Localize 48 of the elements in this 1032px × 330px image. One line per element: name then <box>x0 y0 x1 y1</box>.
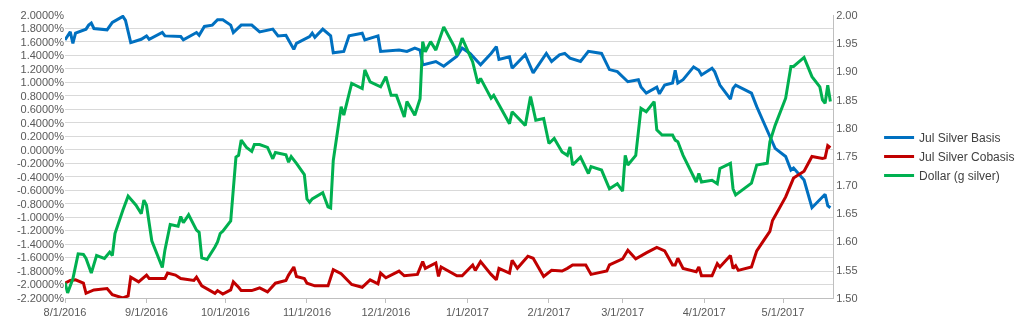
y2-tick-label: 1.90 <box>836 65 858 78</box>
y2-tick-label: 1.65 <box>836 206 858 219</box>
y-tick-label: -0.2000% <box>16 157 65 170</box>
y2-tick-label: 1.95 <box>836 37 858 50</box>
y2-tick-label: 2.00 <box>836 8 858 21</box>
y-tick-label: 1.4000% <box>20 49 65 62</box>
y-tick-label: 0.2000% <box>20 130 65 143</box>
y2-tick-label: 1.70 <box>836 178 858 191</box>
y-tick-label: -1.0000% <box>16 210 65 223</box>
y-tick-label: -1.6000% <box>16 251 65 264</box>
x-tick-label: 5/1/2017 <box>761 306 805 319</box>
x-tick-label: 2/1/2017 <box>527 306 571 319</box>
y-tick-label: -0.6000% <box>16 184 65 197</box>
y-tick-label: -1.8000% <box>16 264 65 277</box>
y-tick-label: 0.6000% <box>20 103 65 116</box>
x-tick-label: 8/1/2016 <box>43 306 87 319</box>
y2-tick-label: 1.75 <box>836 150 858 163</box>
y-tick-label: 1.0000% <box>20 76 65 89</box>
line-series <box>65 25 832 295</box>
y2-tick-label: 1.85 <box>836 93 858 106</box>
line-series <box>65 15 832 210</box>
y-tick-label: 0.4000% <box>20 116 65 129</box>
y-tick-label: 1.8000% <box>20 22 65 35</box>
x-tick-label: 12/1/2016 <box>361 306 411 319</box>
y2-tick-label: 1.60 <box>836 235 858 248</box>
y2-tick-label: 1.50 <box>836 291 858 304</box>
x-tick-label: 9/1/2016 <box>125 306 168 319</box>
legend-label: Dollar (g silver) <box>919 169 1000 184</box>
legend-label: Jul Silver Cobasis <box>919 150 1015 165</box>
y2-tick-label: 1.80 <box>836 122 858 135</box>
y-tick-label: 0.0000% <box>20 143 65 156</box>
x-tick-label: 10/1/2016 <box>200 306 250 319</box>
y-tick-label: 2.0000% <box>20 8 65 21</box>
y-tick-label: -0.4000% <box>16 170 65 183</box>
legend-label: Jul Silver Basis <box>919 131 1001 146</box>
y-tick-label: -1.4000% <box>16 237 65 250</box>
y-tick-label: 1.6000% <box>20 35 65 48</box>
y-tick-label: -1.2000% <box>16 224 65 237</box>
y-tick-label: 0.8000% <box>20 89 65 102</box>
x-tick-label: 4/1/2017 <box>682 306 726 319</box>
y-tick-label: 1.2000% <box>20 62 65 75</box>
y-tick-label: -2.0000% <box>16 278 65 291</box>
x-tick-label: 1/1/2017 <box>446 306 489 319</box>
x-tick-label: 11/1/2016 <box>282 306 332 319</box>
y-tick-label: -0.8000% <box>16 197 65 210</box>
x-tick-label: 3/1/2017 <box>601 306 644 319</box>
y2-tick-label: 1.55 <box>836 263 858 276</box>
y-tick-label: -2.2000% <box>16 291 65 304</box>
